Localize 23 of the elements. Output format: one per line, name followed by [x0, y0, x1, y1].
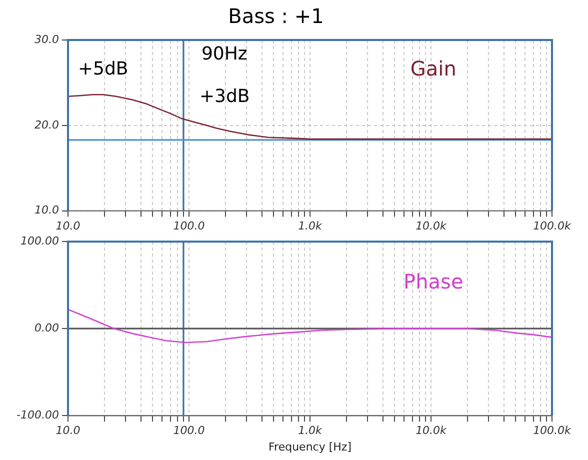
x-tick-label: 100.0k: [533, 219, 572, 232]
y-tick-label: 0.00: [34, 321, 59, 334]
x-tick-label: 100.0: [173, 424, 205, 438]
x-tick-label: 10.0: [56, 219, 80, 232]
y-tick-label: 30.0: [34, 32, 59, 46]
text: Gain: [410, 56, 456, 81]
x-tick-label: 100.0k: [533, 424, 572, 438]
x-axis-title: Frequency [Hz]: [268, 440, 352, 454]
x-tick-label: 1.0k: [298, 219, 323, 232]
annotation: +5dB: [78, 58, 128, 80]
annotation: +3dB: [199, 86, 250, 108]
x-tick-label: 100.0: [173, 219, 205, 232]
x-tick-label: 10.0k: [416, 219, 448, 232]
y-tick-label: 100.00: [20, 234, 59, 248]
x-tick-label: 10.0k: [416, 424, 448, 438]
y-tick-label: 10.0: [34, 204, 59, 217]
x-tick-label: 1.0k: [298, 424, 323, 438]
series-label: Phase: [404, 270, 464, 294]
ref-line-label: 90Hz: [201, 44, 248, 65]
x-tick-label: 10.0: [56, 424, 80, 438]
chart-title: Bass : +1: [228, 4, 324, 28]
y-tick-label: -100.00: [16, 408, 59, 422]
y-tick-label: 20.0: [34, 118, 59, 132]
